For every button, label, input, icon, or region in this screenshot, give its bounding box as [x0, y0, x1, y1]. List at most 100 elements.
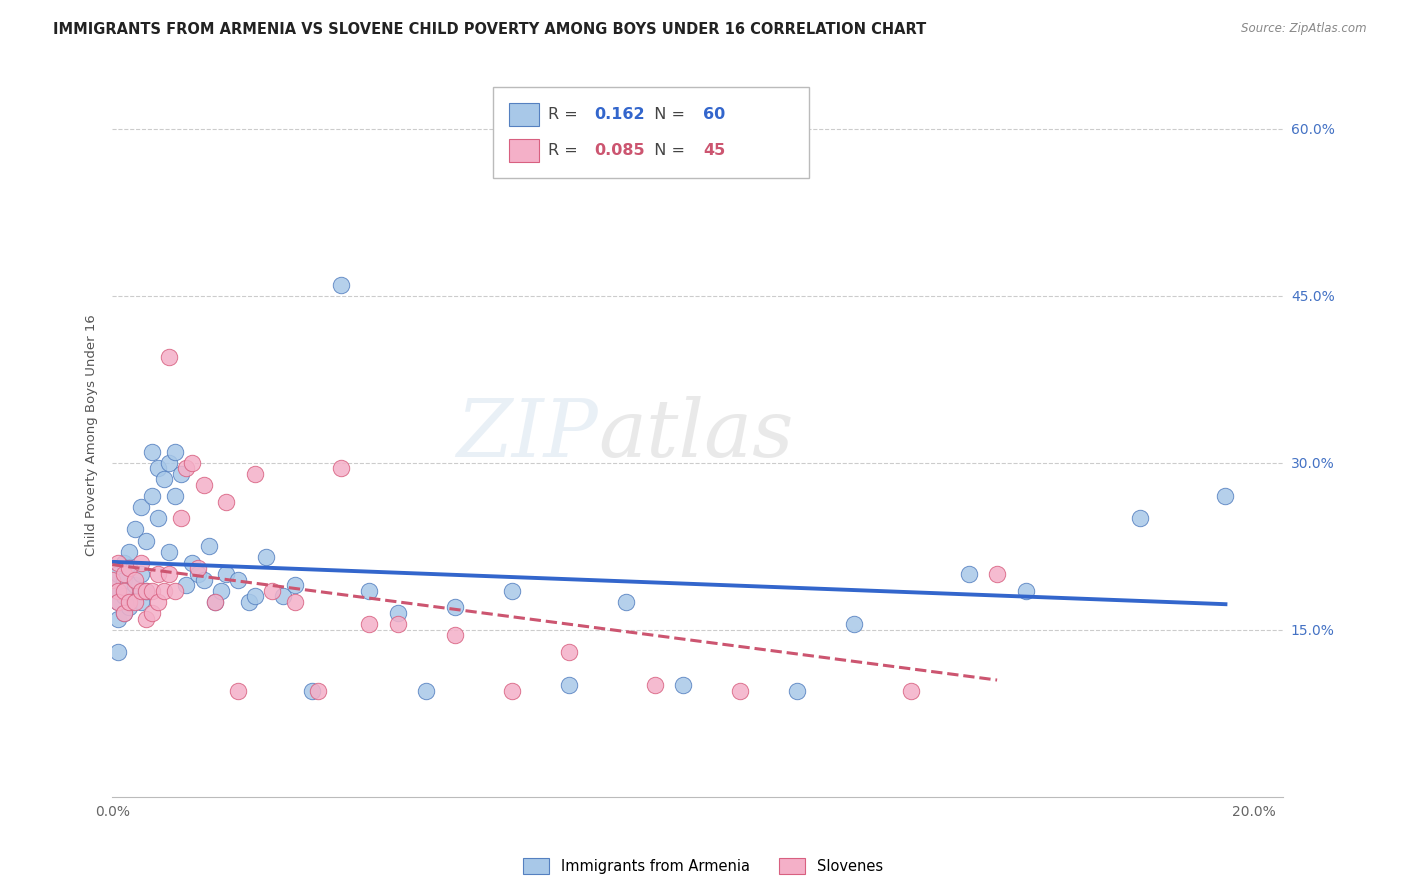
Point — [107, 611, 129, 625]
Point — [187, 567, 209, 582]
Point — [187, 561, 209, 575]
Point — [415, 684, 437, 698]
Point — [112, 606, 135, 620]
Point — [135, 533, 157, 548]
Point — [614, 595, 637, 609]
Point — [107, 567, 129, 582]
Text: Source: ZipAtlas.com: Source: ZipAtlas.com — [1241, 22, 1367, 36]
FancyBboxPatch shape — [492, 87, 808, 178]
Point — [204, 595, 226, 609]
Point — [141, 444, 163, 458]
Point — [329, 277, 352, 292]
Point — [129, 500, 152, 515]
Point — [129, 567, 152, 582]
Point — [307, 684, 329, 698]
Point — [112, 606, 135, 620]
Point — [129, 583, 152, 598]
Point — [146, 511, 169, 525]
Point — [112, 556, 135, 570]
Legend: Immigrants from Armenia, Slovenes: Immigrants from Armenia, Slovenes — [517, 852, 889, 880]
Point — [101, 573, 124, 587]
Point — [124, 573, 146, 587]
Point — [129, 556, 152, 570]
Point — [170, 467, 193, 481]
Text: ZIP: ZIP — [456, 396, 598, 474]
Point — [644, 678, 666, 692]
FancyBboxPatch shape — [509, 139, 540, 162]
Text: 0.162: 0.162 — [595, 107, 645, 121]
Text: IMMIGRANTS FROM ARMENIA VS SLOVENE CHILD POVERTY AMONG BOYS UNDER 16 CORRELATION: IMMIGRANTS FROM ARMENIA VS SLOVENE CHILD… — [53, 22, 927, 37]
Text: N =: N = — [644, 143, 690, 158]
Point — [501, 684, 523, 698]
Point — [215, 494, 238, 508]
Point — [135, 583, 157, 598]
Point — [284, 595, 307, 609]
Text: 45: 45 — [703, 143, 725, 158]
Point — [124, 523, 146, 537]
Point — [301, 684, 323, 698]
Point — [672, 678, 695, 692]
Point — [359, 617, 381, 632]
Point — [170, 511, 193, 525]
Point — [141, 583, 163, 598]
Point — [844, 617, 866, 632]
Point — [129, 595, 152, 609]
Point — [101, 578, 124, 592]
Point — [786, 684, 808, 698]
Point — [193, 478, 215, 492]
Point — [157, 545, 180, 559]
Point — [359, 583, 381, 598]
Point — [112, 573, 135, 587]
Point — [176, 461, 198, 475]
Point — [558, 645, 581, 659]
Point — [107, 645, 129, 659]
Point — [273, 589, 295, 603]
Point — [176, 578, 198, 592]
Text: N =: N = — [644, 107, 690, 121]
Point — [329, 461, 352, 475]
Point — [243, 589, 266, 603]
Point — [163, 583, 186, 598]
Text: R =: R = — [547, 107, 582, 121]
Text: atlas: atlas — [598, 396, 793, 474]
Point — [107, 556, 129, 570]
FancyBboxPatch shape — [509, 103, 540, 126]
Point — [957, 567, 980, 582]
Point — [118, 561, 141, 575]
Point — [152, 472, 174, 486]
Point — [1215, 489, 1237, 503]
Text: 0.085: 0.085 — [595, 143, 645, 158]
Point — [181, 456, 204, 470]
Point — [112, 583, 135, 598]
Point — [141, 489, 163, 503]
Point — [135, 611, 157, 625]
Point — [157, 350, 180, 364]
Point — [107, 583, 129, 598]
Point — [118, 595, 141, 609]
Point — [157, 456, 180, 470]
Point — [163, 444, 186, 458]
Point — [193, 573, 215, 587]
Point — [226, 684, 249, 698]
Point — [243, 467, 266, 481]
Point — [118, 600, 141, 615]
Point — [157, 567, 180, 582]
Text: R =: R = — [547, 143, 582, 158]
Point — [1014, 583, 1036, 598]
Point — [226, 573, 249, 587]
Point — [558, 678, 581, 692]
Point — [124, 595, 146, 609]
Point — [238, 595, 260, 609]
Point — [254, 550, 277, 565]
Point — [112, 589, 135, 603]
Point — [260, 583, 283, 598]
Point — [146, 461, 169, 475]
Point — [215, 567, 238, 582]
Point — [118, 561, 141, 575]
Point — [135, 583, 157, 598]
Point — [204, 595, 226, 609]
Point — [198, 539, 221, 553]
Point — [284, 578, 307, 592]
Point — [1129, 511, 1152, 525]
Point — [163, 489, 186, 503]
